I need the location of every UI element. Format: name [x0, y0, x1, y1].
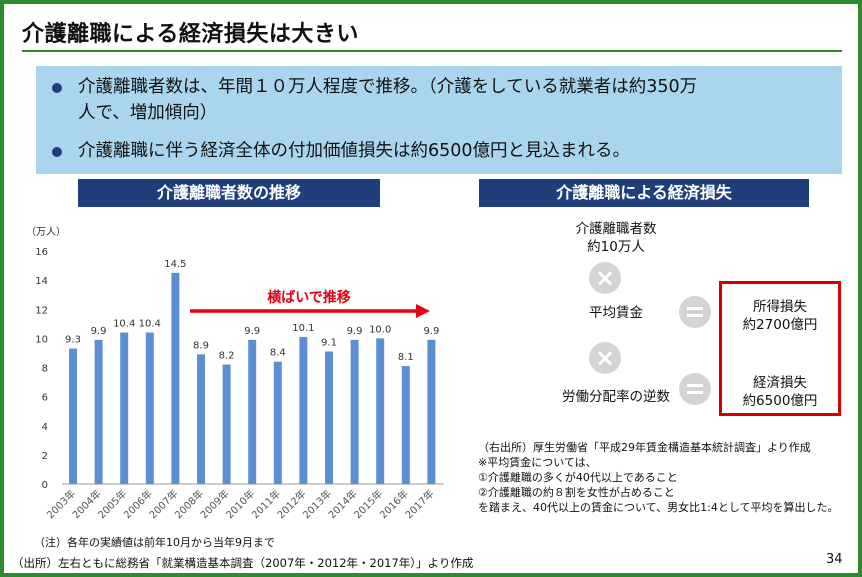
- footer-source: （出所）左右ともに総務省「就業構造基本調査（2007年・2012年・2017年）…: [12, 556, 474, 570]
- source-line: ①介護離職の多くが40代以上であること: [478, 471, 678, 484]
- source-line: （右出所）厚生労働省「平成29年賃金構造基本統計調査」より作成: [478, 441, 811, 454]
- bullet-1-line-2: 人で、増加傾向）: [78, 103, 218, 123]
- y-tick-label: 2: [42, 451, 48, 462]
- page-number: 34: [826, 552, 843, 567]
- y-tick-label: 14: [35, 276, 48, 287]
- multiply-icon: ×: [589, 342, 621, 374]
- bar: [145, 332, 154, 484]
- bar-value-label: 10.4: [139, 319, 161, 330]
- result-economic-loss: 経済損失 約6500億円: [722, 374, 838, 410]
- source-line: ②介護離職の約８割を女性が占めること: [478, 486, 675, 499]
- summary-box: 介護離職者数は、年間１０万人程度で推移。（介護をしている就業者は約350万 人で…: [36, 66, 842, 174]
- bar: [299, 336, 308, 484]
- equals-icon: [679, 296, 711, 328]
- bar: [248, 339, 257, 484]
- result-income-loss-label: 所得損失: [753, 299, 807, 315]
- trend-arrow: 横ばいで推移: [190, 289, 430, 318]
- result-highlight-box: 所得損失 約2700億円 経済損失 約6500億円: [719, 281, 841, 416]
- bar-value-label: 10.4: [113, 319, 135, 330]
- bullet-dot: [52, 83, 62, 93]
- bullet-1-line-1: 介護離職者数は、年間１０万人程度で推移。（介護をしている就業者は約350万: [78, 77, 698, 97]
- flow-item-retirees: 介護離職者数 約10万人: [541, 220, 691, 256]
- bar: [273, 361, 282, 484]
- bar-value-label: 9.9: [244, 326, 260, 337]
- result-economic-loss-value: 約6500億円: [742, 393, 818, 409]
- bar: [120, 332, 129, 484]
- bar-value-label: 10.1: [292, 323, 314, 334]
- x-axis-labels: 2003年2004年2005年2006年2007年2008年2009年2010年…: [44, 487, 437, 521]
- slide: 介護離職による経済損失は大きい 介護離職者数は、年間１０万人程度で推移。（介護を…: [4, 4, 858, 573]
- y-tick-label: 10: [35, 334, 48, 345]
- bar-value-label: 9.9: [423, 326, 439, 337]
- bar-value-label: 8.1: [398, 352, 414, 363]
- bar: [427, 339, 436, 484]
- title-underline: [22, 50, 842, 52]
- trend-annotation: 横ばいで推移: [267, 289, 351, 306]
- bar-value-label: 14.5: [164, 259, 186, 270]
- value-labels: 9.3 9.9 10.4 10.4 14.5 8.9 8.2 9.9 8.4 10.1 9.1 9.9…: [65, 259, 439, 363]
- y-axis: 0 2 4 6 8 10 12 14 16: [35, 247, 48, 491]
- bar-value-label: 9.9: [91, 326, 107, 337]
- bar: [325, 351, 333, 484]
- x-tick-label: 2017年: [402, 487, 436, 521]
- bullet-2-text: 介護離職に伴う経済全体の付加価値損失は約6500億円と見込まれる。: [78, 141, 631, 161]
- bar: [197, 354, 205, 484]
- bar-value-label: 8.4: [270, 348, 286, 359]
- bar-series: [69, 272, 436, 484]
- y-tick-label: 4: [42, 422, 48, 433]
- y-tick-label: 8: [42, 364, 48, 375]
- flow-item-retirees-value: 約10万人: [587, 239, 645, 255]
- bar-value-label: 8.9: [193, 340, 209, 351]
- page-title: 介護離職による経済損失は大きい: [22, 22, 359, 47]
- flow-item-wage: 平均賃金: [589, 305, 643, 321]
- bar-value-label: 10.0: [369, 324, 391, 335]
- flow-item-retirees-label: 介護離職者数: [575, 221, 657, 237]
- bar-chart: （万人） 0 2 4 6 8 10 12 14 16 9.3 9.9 10.4 10.4 14.5 8.9…: [26, 226, 444, 521]
- bullet-dot: [52, 147, 62, 157]
- flow-item-labor-share: 労働分配率の逆数: [562, 389, 670, 405]
- y-axis-unit-label: （万人）: [26, 226, 66, 238]
- source-line: を踏まえ、40代以上の賃金について、男女比1:4として平均を算出した。: [478, 501, 839, 514]
- right-panel-header: 介護離職による経済損失: [479, 179, 809, 207]
- y-tick-label: 0: [42, 480, 48, 491]
- bar-value-label: 9.3: [65, 335, 81, 346]
- trend-arrow-head: [416, 304, 430, 318]
- multiply-icon: ×: [589, 262, 621, 294]
- bar: [376, 338, 385, 484]
- result-economic-loss-label: 経済損失: [753, 375, 807, 391]
- bar: [401, 366, 410, 484]
- bar: [222, 364, 231, 484]
- source-line: ※平均賃金については、: [478, 456, 597, 469]
- y-tick-label: 6: [42, 393, 48, 404]
- bar: [69, 348, 77, 484]
- equals-icon: [679, 373, 711, 405]
- bar: [350, 339, 359, 484]
- bar: [171, 272, 180, 484]
- bar-value-label: 9.9: [347, 326, 363, 337]
- right-source-note: （右出所）厚生労働省「平成29年賃金構造基本統計調査」より作成 ※平均賃金につい…: [478, 440, 839, 515]
- result-income-loss: 所得損失 約2700億円: [722, 298, 838, 334]
- result-income-loss-value: 約2700億円: [742, 317, 818, 333]
- bar-value-label: 8.2: [219, 351, 235, 362]
- left-panel-header: 介護離職者数の推移: [78, 179, 380, 207]
- chart-note: （注）各年の実績値は前年10月から当年9月まで: [34, 536, 275, 549]
- y-tick-label: 12: [35, 305, 48, 316]
- bar-value-label: 9.1: [321, 337, 337, 348]
- y-tick-label: 16: [35, 247, 48, 258]
- bar: [94, 339, 103, 484]
